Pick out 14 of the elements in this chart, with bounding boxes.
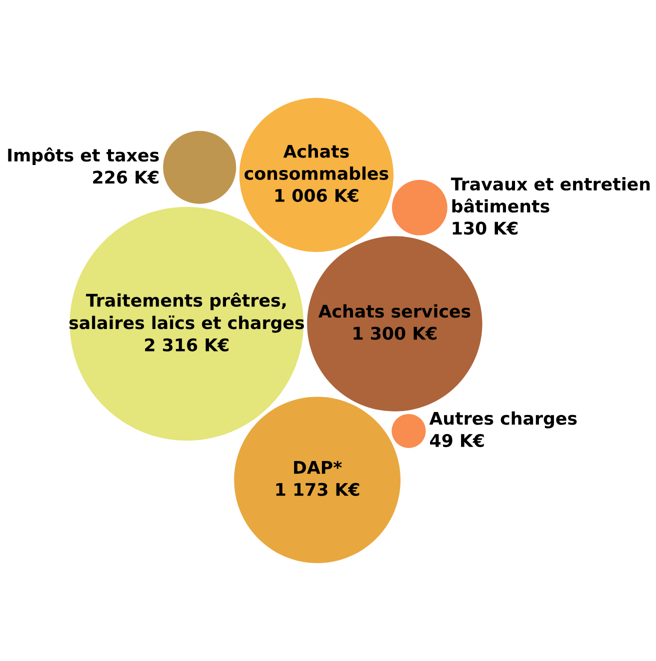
category-label: Autres charges [429,411,577,428]
category-label: Travaux et entretien bâtiments [450,177,650,213]
data-label: 49 K€ [430,434,484,448]
data-label: 1 300 K€ [354,326,437,340]
category-label: Achats services [318,304,470,318]
data-label: 2 316 K€ [145,338,228,352]
data-label: 1 006 K€ [275,188,358,202]
data-label: 130 K€ [452,222,518,235]
category-label: DAP* [294,460,342,474]
category-label: Impôts et taxes [8,148,159,166]
category-label: Achats consommables [244,144,388,180]
data-label: 226 K€ [93,170,158,184]
data-label: 1 173 K€ [276,482,360,496]
category-label: Traitements prêtres, salaires laïcs et charges [69,292,304,333]
